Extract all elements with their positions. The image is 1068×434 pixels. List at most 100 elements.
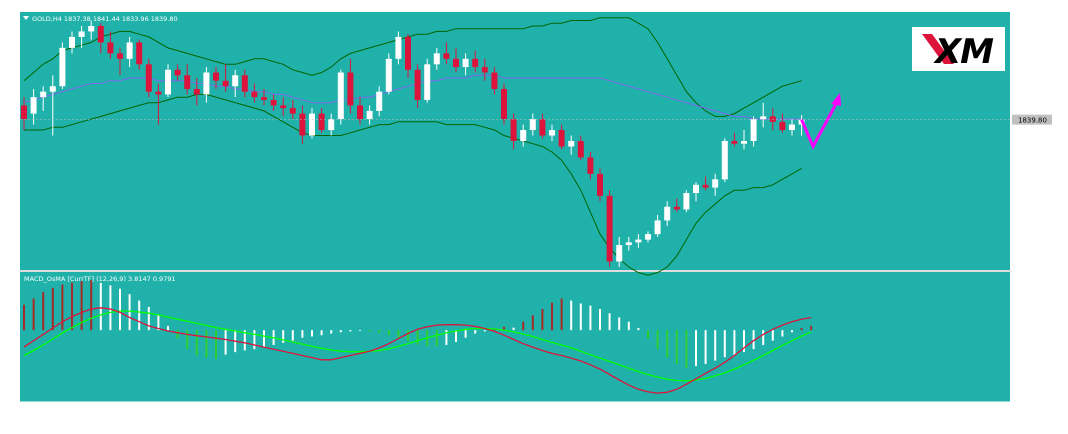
histogram-bar [195, 330, 198, 356]
time-tick-label: 21 Jan 01:00 [74, 404, 115, 412]
candle-body [405, 36, 411, 70]
bear-candle [289, 99, 296, 120]
histogram-bar [733, 330, 736, 355]
xm-logo-x-stripe [922, 34, 954, 64]
time-tick-label: 1 Feb 01:00 [436, 404, 475, 412]
price-tick-label: 1856.70 [1018, 70, 1047, 78]
candle-body [347, 72, 354, 106]
candle-body [193, 88, 200, 95]
candle-body [385, 58, 392, 92]
histogram-bar [695, 330, 697, 367]
symbol-info: GOLD,H4 1837.38 1841.44 1833.96 1839.80 [32, 15, 178, 23]
price-tick-label: 1866.70 [1018, 43, 1047, 51]
histogram-bar [416, 330, 419, 345]
current-price-box [1012, 114, 1052, 125]
bull-candle [376, 86, 383, 117]
candle-body [213, 72, 219, 81]
current-price-text: 1839.80 [1018, 117, 1047, 125]
candle-body [549, 130, 555, 136]
histogram-bar [176, 330, 179, 339]
candle-body [21, 105, 27, 120]
time-tick-label: 8 Feb 01:00 [694, 404, 733, 412]
histogram-bar [397, 330, 400, 338]
candle-body [568, 141, 575, 147]
price-tick-label: 1806.50 [1018, 208, 1047, 216]
bear-candle [539, 113, 546, 139]
candle-body [136, 42, 143, 65]
histogram-bar [560, 298, 563, 331]
bull-candle [693, 182, 699, 202]
indicator-info: MACD_OsMA [CurrTF] (12,26,9) 3.8147 0.97… [24, 275, 176, 283]
histogram-bar [109, 285, 112, 331]
histogram-bar [637, 328, 640, 331]
candle-body [88, 25, 95, 32]
bear-candle [280, 97, 287, 117]
bear-candle [357, 97, 363, 125]
candle-body [232, 75, 239, 87]
histogram-bar [551, 302, 553, 331]
histogram-bar [743, 330, 745, 353]
histogram-bar [291, 330, 294, 341]
candle-body [789, 124, 795, 131]
price-axis: 1876.90 1866.70 1856.70 1846.70 1836.70 1826.… [1011, 15, 1047, 271]
price-tick-label: 1876.90 [1018, 15, 1047, 23]
bear-candle [174, 64, 181, 81]
histogram-bar [368, 330, 371, 332]
bear-candle [222, 64, 229, 92]
candle-body [693, 184, 699, 194]
candle-body [433, 53, 440, 65]
time-tick-label: 26 Jan 01:00 [229, 404, 270, 412]
candle-body [97, 25, 104, 43]
candle-body [558, 130, 565, 147]
candle-body [357, 105, 363, 120]
candle-body [760, 116, 767, 120]
bull-candle [78, 25, 85, 48]
candle-body [145, 64, 152, 92]
bear-candle [501, 83, 507, 125]
bear-candle [270, 94, 277, 111]
xm-logo: XM [912, 27, 1005, 72]
bull-candle [616, 236, 623, 267]
time-tick-label: 27 Jan 01:00 [281, 404, 322, 412]
candle-body [577, 141, 584, 158]
candle-body [328, 119, 335, 131]
candle-body [337, 72, 344, 120]
histogram-bar [359, 330, 361, 332]
candle-body [501, 88, 507, 120]
candle-body [261, 97, 267, 100]
candle-body [126, 42, 133, 59]
bear-candle [702, 176, 709, 191]
bull-candle [520, 124, 527, 147]
symbol-menu-icon[interactable] [23, 16, 29, 20]
candle-body [270, 99, 277, 106]
candle-body [702, 184, 709, 188]
macd-tick-label: -16.048 [1018, 395, 1045, 403]
candle-body [529, 119, 536, 131]
bull-candle [529, 113, 536, 136]
time-axis: 20 Jan 2021 21 Jan 01:00 22 Jan 01:00 25 Ja… [21, 402, 840, 412]
bollinger-upper-line [23, 17, 802, 117]
bear-candle [587, 151, 594, 180]
candle-body [510, 119, 517, 141]
candle-body [462, 58, 469, 68]
time-tick-label: 2 Feb 01:00 [487, 404, 526, 412]
forecast-arrowhead [831, 92, 842, 106]
bull-candle [549, 124, 555, 141]
candle-body [721, 141, 728, 180]
bull-candle [635, 234, 642, 248]
candle-body [241, 75, 248, 92]
histogram-bar [90, 280, 93, 331]
histogram-bar [531, 315, 534, 331]
bear-candle [213, 67, 219, 89]
histogram-bar [407, 330, 409, 342]
histogram-bar [42, 292, 45, 331]
current-price-label: 1839.80 [20, 114, 1052, 125]
histogram-bar [608, 313, 611, 331]
histogram-bar [675, 330, 678, 364]
bear-candle [597, 168, 603, 202]
histogram-bar [157, 315, 160, 331]
candle-body [453, 58, 459, 68]
candle-body [606, 195, 613, 262]
